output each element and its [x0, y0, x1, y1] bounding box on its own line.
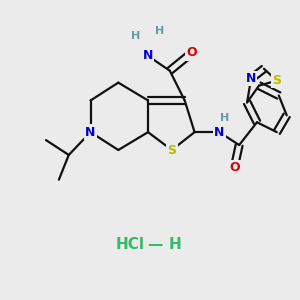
Text: HCl: HCl	[116, 237, 145, 252]
Text: S: S	[167, 143, 176, 157]
Text: N: N	[246, 72, 256, 85]
Text: N: N	[143, 50, 153, 62]
Text: —: —	[147, 237, 163, 252]
Text: H: H	[168, 237, 181, 252]
Text: H: H	[130, 31, 140, 41]
Text: H: H	[220, 113, 229, 123]
Text: H: H	[155, 26, 164, 36]
Text: S: S	[272, 74, 281, 87]
Text: N: N	[214, 126, 224, 139]
Text: O: O	[186, 46, 197, 59]
Text: O: O	[229, 161, 239, 174]
Text: N: N	[85, 126, 96, 139]
